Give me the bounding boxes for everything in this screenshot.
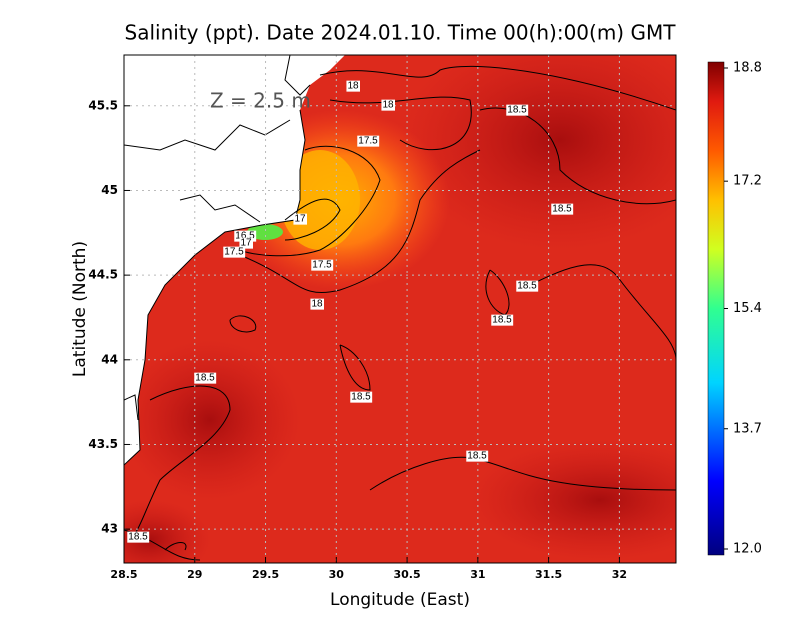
colorbar-tick-label: 12.0	[733, 542, 762, 557]
x-tick-label: 29	[187, 568, 202, 581]
contour-label: 17	[294, 214, 306, 225]
contour-label: 18.5	[467, 451, 487, 462]
y-tick-label: 44.5	[88, 268, 118, 282]
contour-label-bg	[357, 135, 380, 147]
x-tick-label: 29.5	[252, 568, 279, 581]
contour-label-bg	[234, 230, 257, 242]
field	[124, 55, 676, 563]
y-tick-label: 43.5	[88, 437, 118, 451]
contour-label: 18.5	[517, 281, 537, 292]
contour-label: 18.5	[507, 105, 527, 116]
contour-label: 17	[240, 238, 252, 249]
contour-label-bg	[516, 280, 539, 292]
colorbar-tick-label: 17.2	[733, 174, 762, 189]
contour-label-bg	[311, 259, 334, 271]
contour-label-bg	[127, 531, 150, 543]
x-tick-label: 28.5	[110, 568, 137, 581]
chart-title: Salinity (ppt). Date 2024.01.10. Time 00…	[125, 21, 677, 45]
y-tick-label: 43	[101, 522, 118, 536]
x-tick-label: 31.5	[535, 568, 562, 581]
contour-label-bg	[466, 450, 489, 462]
x-tick-label: 30	[329, 568, 345, 581]
contour-label-bg	[293, 213, 307, 225]
contour-label: 17.5	[312, 260, 332, 271]
contour-label-bg	[381, 99, 395, 111]
contour-label: 18	[382, 100, 394, 111]
x-axis-label: Longitude (East)	[330, 590, 470, 610]
plot-frame	[123, 54, 677, 564]
y-tick-label: 45	[101, 183, 118, 197]
x-tick-label: 30.5	[394, 568, 421, 581]
colorbar-tick-label: 18.8	[733, 61, 762, 76]
contour-label: 18.5	[351, 392, 371, 403]
contour-label-bg	[350, 391, 373, 403]
y-axis-label: Latitude (North)	[70, 241, 90, 377]
contour-label: 18	[347, 81, 359, 92]
contour-label: 18.5	[552, 204, 572, 215]
contour-label: 17.5	[358, 136, 378, 147]
y-tick-label: 45.5	[88, 98, 118, 112]
colorbar-tick-label: 15.4	[733, 301, 762, 316]
contour-label-bg	[491, 314, 514, 326]
y-tick-label: 44	[101, 352, 118, 366]
contour-label: 17.5	[224, 247, 244, 258]
colorbar	[707, 61, 725, 556]
depth-annotation: Z = 2.5 m	[210, 89, 311, 113]
contour-label-bg	[223, 246, 246, 258]
colorbar-tick-label: 13.7	[733, 421, 762, 436]
contour-label-bg	[506, 104, 529, 116]
x-tick-label: 32	[612, 568, 627, 581]
contour-label: 18.5	[128, 532, 148, 543]
contour-label: 18.5	[492, 315, 512, 326]
contour-label-bg	[551, 203, 574, 215]
contour-label-bg	[239, 237, 253, 249]
contour-label: 16.5	[235, 231, 255, 242]
contour-label-bg	[346, 80, 360, 92]
x-tick-label: 31	[470, 568, 485, 581]
contour-label: 18	[311, 299, 323, 310]
contour-label-bg	[310, 298, 324, 310]
contour-label: 18.5	[195, 373, 215, 384]
contour-label-bg	[194, 372, 217, 384]
